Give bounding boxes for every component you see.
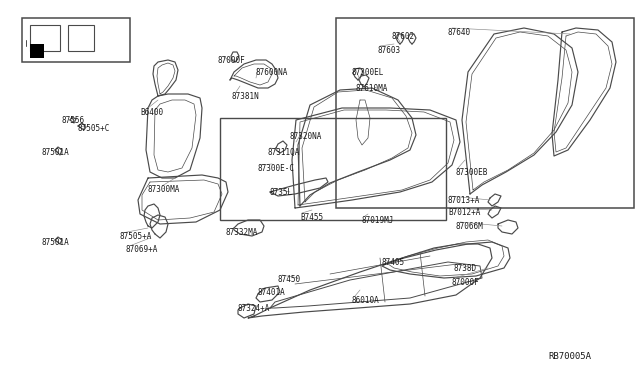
Text: 87332MA: 87332MA [225,228,257,237]
Text: 87000F: 87000F [218,56,246,65]
Text: 87556: 87556 [62,116,85,125]
Text: 86010A: 86010A [352,296,380,305]
Text: 87602: 87602 [392,32,415,41]
Bar [220,118,446,220]
Text: 87405: 87405 [382,258,405,267]
Bar [30,25,60,51]
Bar [30,44,44,58]
Bar [336,18,634,208]
Text: 87311QA: 87311QA [268,148,300,157]
Bar [22,18,130,62]
Text: 87300EL: 87300EL [352,68,385,77]
Text: B7012+A: B7012+A [448,208,481,217]
Text: 87501A: 87501A [42,148,70,157]
Text: 87505+A: 87505+A [120,232,152,241]
Text: 87501A: 87501A [42,238,70,247]
Text: 87640: 87640 [448,28,471,37]
Text: 87300E-C: 87300E-C [258,164,295,173]
Text: 8738D: 8738D [454,264,477,273]
Text: B7455: B7455 [300,213,323,222]
Text: 87610MA: 87610MA [356,84,388,93]
Text: 87603: 87603 [378,46,401,55]
Text: 87505+C: 87505+C [78,124,110,133]
Text: 87320NA: 87320NA [290,132,323,141]
Text: 87324+A: 87324+A [238,304,270,313]
Bar [68,25,94,51]
Text: 87019MJ: 87019MJ [362,216,394,225]
Text: 87450: 87450 [278,275,301,284]
Text: 87013+A: 87013+A [448,196,481,205]
Text: 87300MA: 87300MA [148,185,180,194]
Text: 87069+A: 87069+A [126,245,158,254]
Text: RB70005A: RB70005A [548,352,591,361]
Text: 87381N: 87381N [232,92,260,101]
Text: 87600NA: 87600NA [256,68,289,77]
Text: 8735L: 8735L [270,188,293,197]
Text: 87401A: 87401A [258,288,285,297]
Text: 87066M: 87066M [456,222,484,231]
Text: 87000F: 87000F [452,278,480,287]
Text: 87300EB: 87300EB [456,168,488,177]
Text: B6400: B6400 [140,108,163,117]
